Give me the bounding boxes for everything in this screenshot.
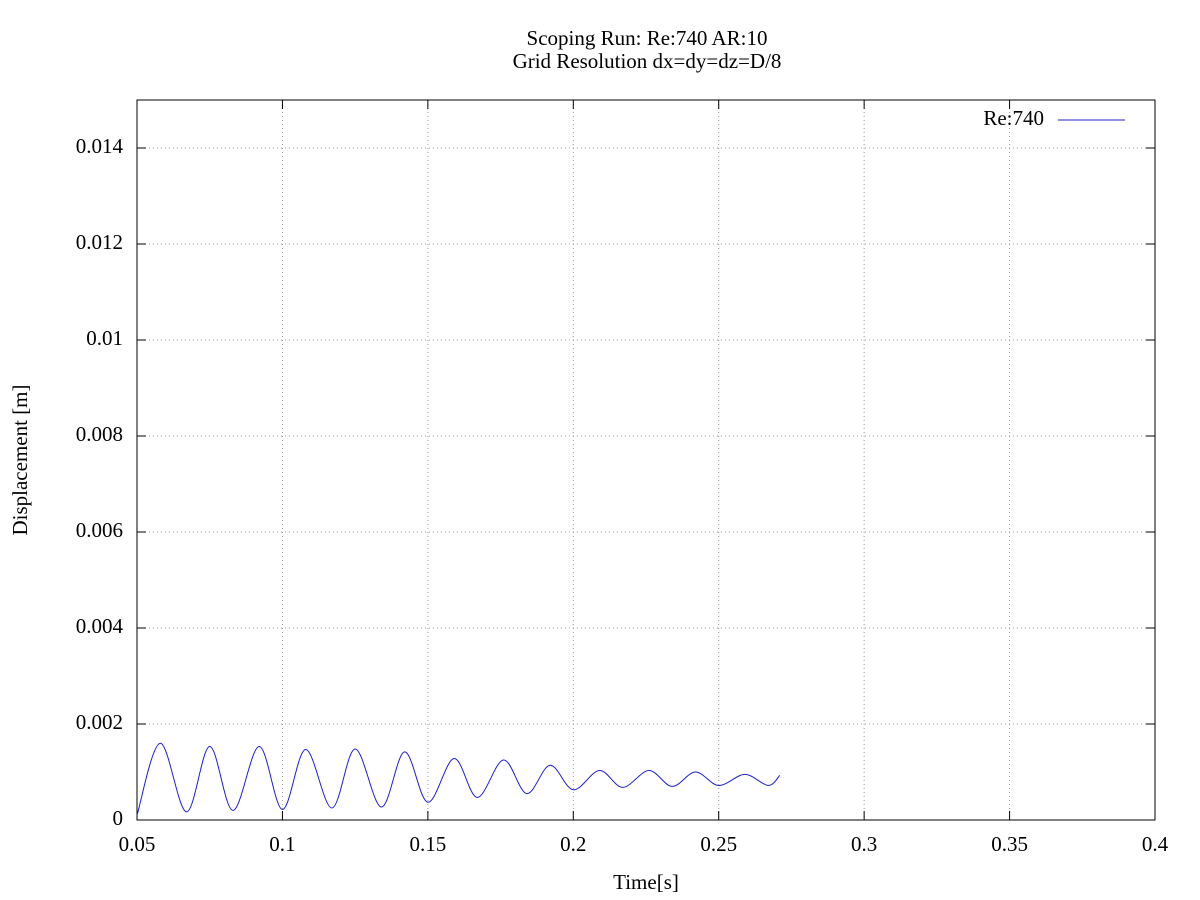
data-line [136,742,781,816]
y-tick-label: 0.008 [76,422,123,446]
chart-subtitle: Grid Resolution dx=dy=dz=D/8 [513,49,782,73]
x-axis-label: Time[s] [613,870,679,894]
chart-title: Scoping Run: Re:740 AR:10 [527,26,768,50]
y-tick-label: 0.004 [76,614,124,638]
y-tick-label: 0.002 [76,710,123,734]
x-tick-label: 0.35 [991,832,1028,856]
legend-label: Re:740 [983,106,1044,130]
y-axis-label: Displacement [m] [8,384,32,535]
x-tick-label: 0.15 [409,832,446,856]
y-tick-label: 0.006 [76,518,123,542]
y-tick-label: 0 [113,806,124,830]
x-tick-label: 0.25 [700,832,737,856]
x-tick-label: 0.3 [851,832,877,856]
y-tick-label: 0.012 [76,230,123,254]
x-tick-label: 0.4 [1142,832,1169,856]
x-tick-label: 0.1 [269,832,295,856]
x-tick-label: 0.2 [560,832,586,856]
x-tick-label: 0.05 [119,832,156,856]
plot-frame [136,99,1156,821]
y-tick-label: 0.01 [86,326,123,350]
y-tick-label: 0.014 [76,134,124,158]
